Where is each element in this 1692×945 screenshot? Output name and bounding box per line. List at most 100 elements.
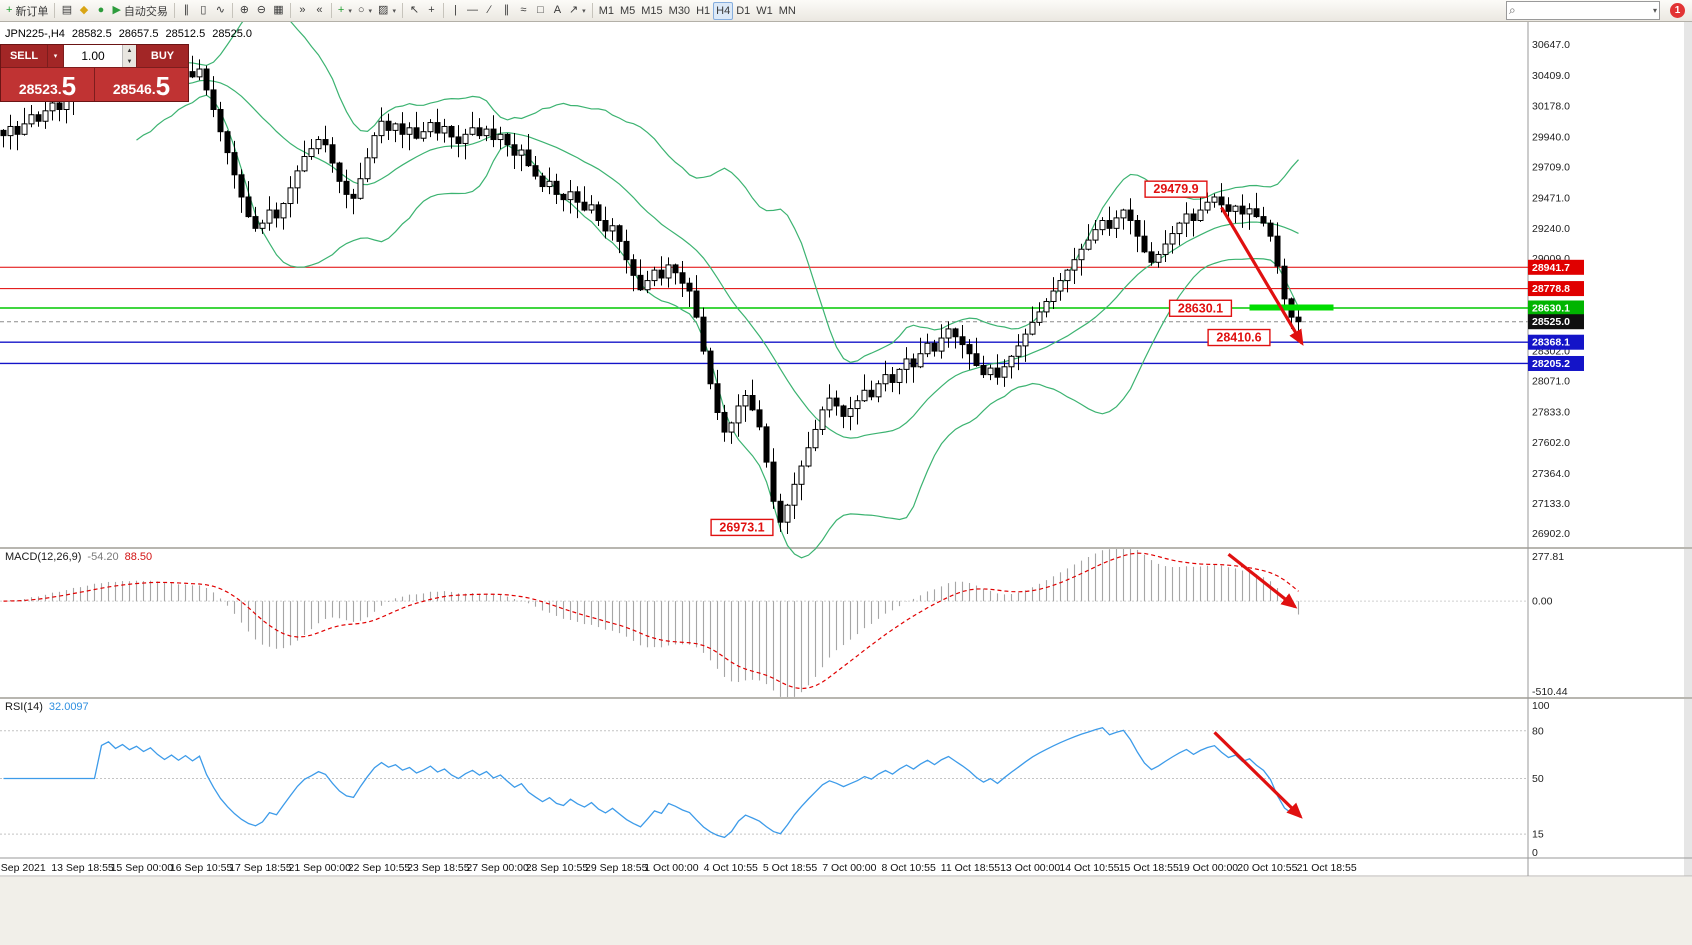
- search-dropdown-icon[interactable]: ▾: [1652, 6, 1657, 15]
- timeframe-mn[interactable]: MN: [776, 2, 799, 20]
- timeframe-mn-label: MN: [778, 4, 796, 17]
- candle-body: [532, 165, 539, 177]
- timeframe-h1-label: H1: [696, 4, 711, 17]
- search-box[interactable]: ⌕ ▾: [1506, 1, 1660, 20]
- timeframe-h4[interactable]: H4: [713, 1, 734, 20]
- candle-body: [693, 290, 700, 318]
- horizontal-line-button[interactable]: ―: [464, 2, 481, 20]
- candle-body: [1036, 311, 1043, 323]
- pane-separator-macd[interactable]: [0, 547, 1692, 549]
- timeframe-d1[interactable]: D1: [733, 2, 753, 20]
- candle-body: [623, 240, 630, 261]
- candle-body: [882, 374, 889, 385]
- bollinger-upper-band[interactable]: [136, 22, 1299, 364]
- price-tick-label: 30178.0: [1532, 100, 1570, 112]
- sell-price[interactable]: 28523. 5: [1, 68, 94, 101]
- indicators-button[interactable]: + ▾: [335, 2, 355, 20]
- candle-body: [910, 358, 917, 368]
- zoom-out-button[interactable]: ⊖: [253, 2, 270, 20]
- sell-button[interactable]: SELL: [1, 45, 47, 67]
- candle-body: [448, 125, 455, 138]
- fibonacci-button[interactable]: ≈: [515, 2, 532, 20]
- buy-button[interactable]: BUY: [137, 45, 188, 67]
- volume-decrease-button[interactable]: ▼: [123, 56, 136, 67]
- chart-open-value: 28582.5: [71, 28, 112, 40]
- zoom-in-button[interactable]: ⊕: [236, 2, 253, 20]
- candle-body: [630, 259, 637, 276]
- new-order-button[interactable]: + 新订单: [3, 2, 51, 20]
- sell-options-dropdown[interactable]: ▾: [48, 45, 63, 67]
- timeframe-m1[interactable]: M1: [596, 2, 617, 20]
- timeframe-m1-label: M1: [598, 4, 614, 17]
- timeframe-m30[interactable]: M30: [666, 2, 693, 20]
- candle-body: [441, 125, 448, 134]
- chart-canvas[interactable]: 277.81 0.00 -510.44 100 80 50 15 0 30647.0 30409.…: [0, 22, 1692, 945]
- buy-price[interactable]: 28546. 5: [95, 68, 188, 101]
- tile-windows-button[interactable]: ▦: [270, 2, 287, 20]
- volume-input[interactable]: [64, 45, 122, 67]
- price-tag-label: 28630.1: [1532, 302, 1570, 314]
- candle-body: [686, 282, 693, 292]
- candle-body: [469, 127, 476, 135]
- timeframe-h1[interactable]: H1: [693, 2, 713, 20]
- candle-body: [196, 68, 203, 78]
- candle-body: [861, 389, 868, 402]
- shapes-icon: □: [537, 4, 544, 16]
- bar-chart-icon: ∥: [183, 4, 190, 16]
- notification-badge[interactable]: 1: [1670, 3, 1685, 18]
- toolbar-separator: [330, 3, 332, 18]
- candle-body: [770, 461, 777, 502]
- rsi-tick-label: 80: [1532, 725, 1544, 737]
- candle-body: [553, 180, 560, 195]
- line-chart-button[interactable]: ∿: [212, 2, 229, 20]
- volume-increase-button[interactable]: ▲: [123, 45, 136, 56]
- candlestick-chart-button[interactable]: ▯: [195, 2, 212, 20]
- candle-body: [1092, 229, 1099, 241]
- bollinger-middle-band[interactable]: [136, 79, 1299, 439]
- charts-group-button[interactable]: ▤: [58, 2, 75, 20]
- chart-shift-button[interactable]: «: [311, 2, 328, 20]
- time-axis-label: 29 Sep 18:55: [585, 862, 648, 874]
- channel-icon: ∥: [503, 4, 510, 16]
- timeframe-w1[interactable]: W1: [753, 2, 776, 20]
- channel-button[interactable]: ∥: [498, 2, 515, 20]
- shapes-button[interactable]: □: [532, 2, 549, 20]
- price-tag-label: 28525.0: [1532, 316, 1570, 328]
- timeframe-m15[interactable]: M15: [638, 2, 665, 20]
- help-button[interactable]: ●: [92, 2, 109, 20]
- crosshair-button[interactable]: +: [423, 2, 440, 20]
- periods-button-dropdown-icon: ▾: [368, 7, 373, 15]
- pane-separator-rsi[interactable]: [0, 697, 1692, 699]
- trendline-button[interactable]: ∕: [481, 2, 498, 20]
- search-input[interactable]: [1517, 3, 1653, 18]
- price-tick-label: 30409.0: [1532, 70, 1570, 82]
- price-tick-label: 28071.0: [1532, 376, 1570, 388]
- candles-layer: [0, 55, 1302, 534]
- right-scrollbar[interactable]: [1684, 22, 1692, 876]
- arrows-button[interactable]: ↗ ▾: [566, 2, 589, 20]
- candle-body: [273, 209, 280, 219]
- candle-body: [1071, 259, 1078, 271]
- periods-button[interactable]: ○ ▾: [355, 2, 375, 20]
- text-button[interactable]: A: [549, 2, 566, 20]
- timeframe-m5[interactable]: M5: [617, 2, 638, 20]
- price-tag: [1528, 314, 1584, 330]
- bar-chart-button[interactable]: ∥: [178, 2, 195, 20]
- candle-body: [875, 383, 882, 398]
- candle-body: [1239, 205, 1246, 215]
- candle-body: [763, 426, 770, 463]
- profiles-button[interactable]: ◆: [75, 2, 92, 20]
- templates-button[interactable]: ▨ ▾: [375, 2, 399, 20]
- macd-tick-label: 0.00: [1532, 596, 1553, 608]
- candle-body: [539, 175, 546, 188]
- candle-body: [1267, 222, 1274, 237]
- cursor-button[interactable]: ↖: [406, 2, 423, 20]
- rsi-line[interactable]: [3, 726, 1299, 839]
- vertical-line-button[interactable]: |: [447, 2, 464, 20]
- candle-body: [609, 225, 616, 232]
- autotrading-button[interactable]: ▶ 自动交易: [109, 2, 170, 20]
- rsi-trend-arrow: [1213, 731, 1303, 819]
- indicators-icon: +: [337, 4, 345, 16]
- autotrading-icon: ▶: [112, 4, 121, 16]
- auto-scroll-button[interactable]: »: [294, 2, 311, 20]
